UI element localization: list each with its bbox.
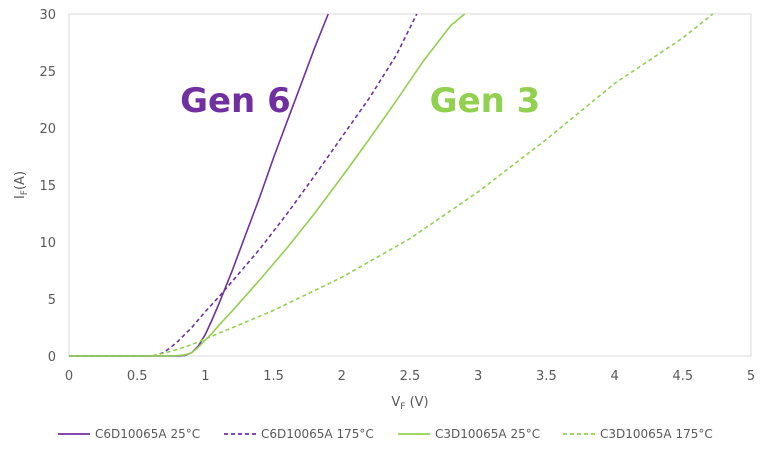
x-tick-label: 3 [474, 369, 482, 384]
y-tick-label: 25 [39, 65, 56, 80]
y-axis-label: IF(A) [13, 171, 30, 199]
x-tick-label: 2.5 [400, 369, 421, 384]
x-axis-label-unit: (V) [405, 395, 428, 410]
x-tick-label: 0 [65, 369, 73, 384]
y-axis-label-main: I [13, 195, 28, 199]
annotations: Gen 6 Gen 3 [180, 81, 540, 121]
x-tick-label: 1.5 [263, 369, 284, 384]
x-tick-label: 5 [747, 369, 755, 384]
x-tick-label: 2 [338, 369, 346, 384]
series-line-3 [69, 13, 466, 357]
y-tick-label: 10 [39, 236, 56, 251]
x-tick-label: 4.5 [672, 369, 693, 384]
x-axis-label: VF (V) [391, 395, 428, 412]
y-tick-label: 5 [48, 293, 56, 308]
x-axis-label-subscript: F [400, 402, 405, 412]
y-axis-label-subscript: F [20, 190, 30, 195]
y-tick-label: 20 [39, 122, 56, 137]
annotation-2: Gen 3 [430, 81, 541, 121]
x-tick-label: 4 [610, 369, 618, 384]
y-tick-label: 30 [39, 8, 56, 23]
y-axis-label-unit: (A) [13, 171, 28, 190]
legend-label-4: C3D10065A 175°C [600, 427, 713, 441]
legend-label-2: C6D10065A 175°C [261, 427, 374, 441]
legend-label-3: C3D10065A 25°C [435, 427, 540, 441]
x-axis-label-main: V [391, 395, 400, 410]
x-tick-label: 1 [201, 369, 209, 384]
x-tick-label: 3.5 [536, 369, 557, 384]
plot-area [68, 13, 752, 357]
legend-label-1: C6D10065A 25°C [95, 427, 200, 441]
series-line-4 [69, 13, 714, 357]
annotation-1: Gen 6 [180, 81, 291, 121]
y-tick-label: 15 [39, 179, 56, 194]
legend: C6D10065A 25°C C6D10065A 175°C C3D10065A 2… [58, 427, 713, 441]
y-tick-label: 0 [48, 350, 56, 365]
series-line-2 [69, 13, 418, 357]
y-tick-labels: 0 5 10 15 20 25 30 [39, 8, 56, 365]
x-tick-label: 0.5 [127, 369, 148, 384]
x-tick-labels: 0 0.5 1 1.5 2 2.5 3 3.5 4 4.5 5 [65, 369, 755, 384]
series-layer [69, 13, 714, 357]
